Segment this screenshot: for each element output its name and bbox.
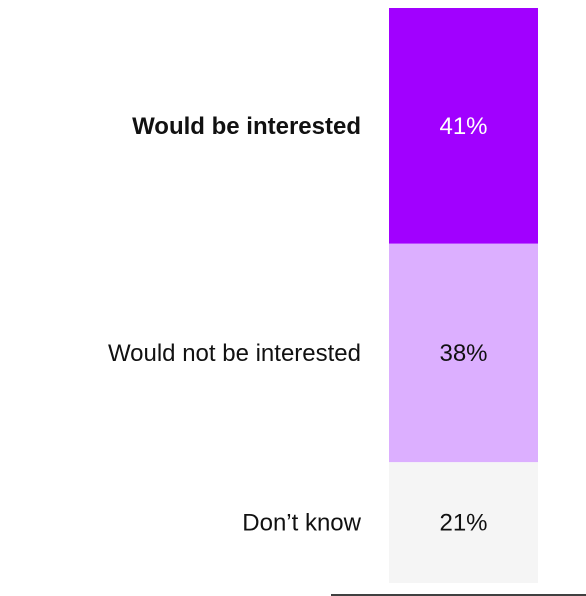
value-label-don-t-know: 21% xyxy=(439,510,487,537)
bar-segment-would-not-be-interested xyxy=(389,243,538,463)
category-labels: Would be interested Would not be interest… xyxy=(108,113,362,537)
category-label-don-t-know: Don’t know xyxy=(242,510,361,537)
category-label-would-not-be-interested: Would not be interested xyxy=(108,340,361,367)
category-label-would-be-interested: Would be interested xyxy=(132,113,361,140)
bar-segment-would-be-interested xyxy=(389,8,538,244)
value-labels: 41% 38% 21% xyxy=(439,113,487,537)
value-label-would-be-interested: 41% xyxy=(439,113,487,140)
bar-segment-don-t-know xyxy=(389,462,538,583)
bar-segments xyxy=(389,8,538,583)
value-label-would-not-be-interested: 38% xyxy=(439,340,487,367)
